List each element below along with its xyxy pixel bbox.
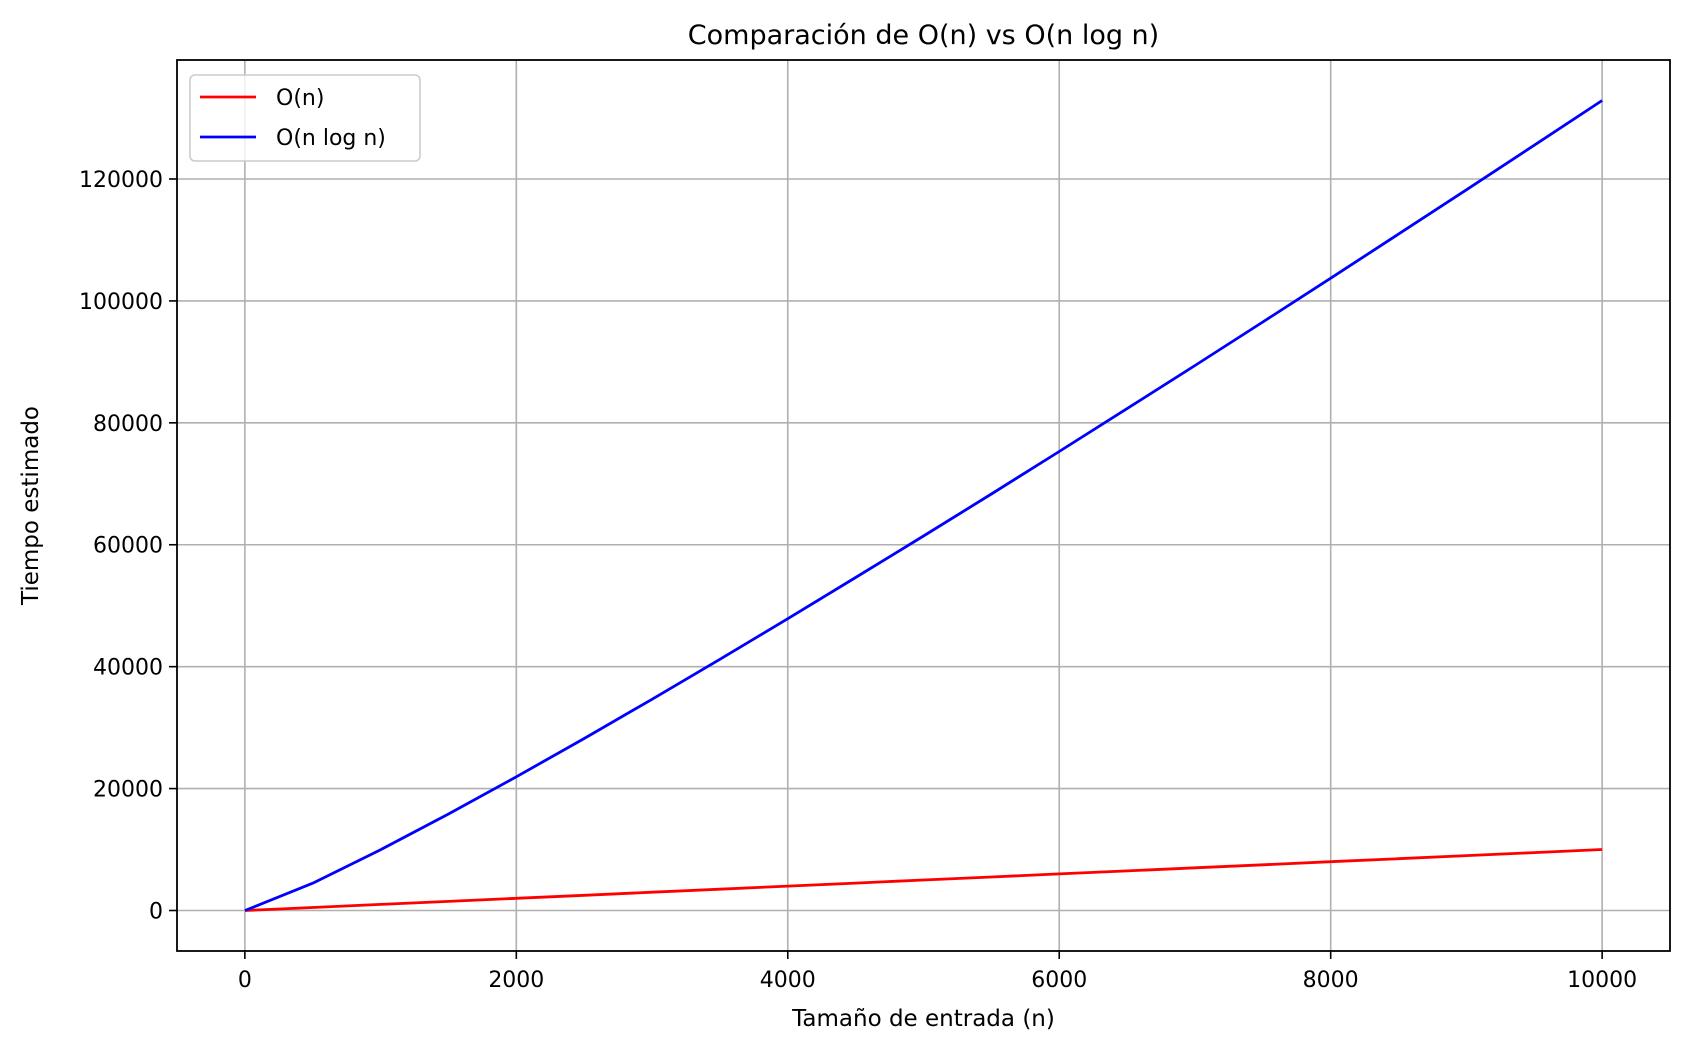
x-tick-label: 10000: [1567, 968, 1637, 993]
series-lines: [244, 99, 1603, 912]
chart-title: Comparación de O(n) vs O(n log n): [688, 20, 1159, 51]
x-tick-label: 0: [238, 968, 252, 993]
x-tick-label: 8000: [1303, 968, 1359, 993]
x-tick-label: 6000: [1031, 968, 1087, 993]
x-tick-label: 4000: [760, 968, 816, 993]
axis-ticks: 0 2000 4000 6000 8000 10000020000400006000080…: [79, 168, 1637, 993]
y-tick-label: 40000: [93, 656, 163, 681]
x-tick-label: 2000: [488, 968, 544, 993]
x-axis-label: Tamaño de entrada (n): [791, 1006, 1055, 1032]
y-tick-label: 100000: [79, 290, 163, 315]
series-line-o-n-: [244, 848, 1603, 912]
legend-label: O(n log n): [276, 126, 386, 151]
grid-lines: [177, 60, 1670, 951]
series-line-o-n-log-n-: [244, 99, 1603, 912]
legend-label: O(n): [276, 86, 324, 111]
y-axis-label: Tiempo estimado: [18, 406, 44, 606]
legend: O(n) O(n log n): [189, 74, 421, 162]
y-tick-label: 20000: [93, 778, 163, 803]
y-tick-label: 0: [149, 899, 163, 924]
y-tick-label: 60000: [93, 534, 163, 559]
plot-frame: [176, 59, 1671, 952]
y-tick-label: 120000: [79, 168, 163, 193]
y-tick-label: 80000: [93, 412, 163, 437]
